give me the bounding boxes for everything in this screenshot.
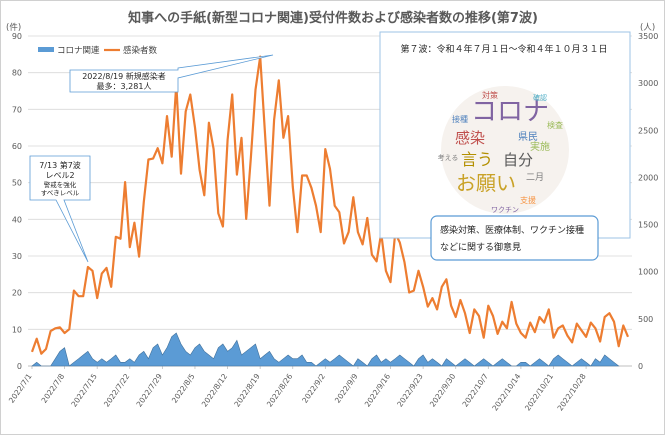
annotation-peak-line-2: 最多：3,281人: [97, 81, 152, 91]
y-left-tick-label: 60: [12, 142, 22, 151]
y-left-tick-label: 10: [12, 325, 22, 334]
word-kangaeru: 考える: [438, 154, 459, 162]
word-nigatsu: 二月: [526, 172, 544, 183]
annotation-wave7-line-3: 警戒を強化: [44, 180, 77, 189]
y-left-tick-label: 90: [12, 32, 22, 41]
wordcloud-caption: 感染対策、医療体制、ワクチン接種 などに関する御意見: [430, 215, 599, 261]
word-onegai: お願い: [456, 171, 516, 195]
y-left-unit: (件): [6, 22, 21, 33]
y-right-unit: (人): [640, 23, 655, 33]
legend: コロナ関連 感染者数: [38, 45, 158, 56]
word-kenmin: 県民: [518, 131, 538, 143]
annotation-peak-line-1: 2022/8/19 新規感染者: [82, 71, 166, 81]
y-right-tick-label: 500: [638, 315, 653, 324]
y-left-tick-label: 70: [12, 105, 22, 114]
y-right-tick-label: 2000: [638, 173, 658, 182]
word-iu: 言う: [461, 150, 493, 169]
word-sesshu: 接種: [452, 114, 468, 124]
y-left-tick-labels: 0 10 20 30 40 50 60 70 80 90: [12, 32, 22, 371]
legend-swatch-corona: [38, 47, 54, 52]
y-right-tick-label: 1000: [638, 268, 658, 277]
word-vaccine: ワクチン: [491, 206, 519, 214]
y-left-tick-label: 20: [12, 289, 22, 298]
series-corona-area: [31, 332, 620, 367]
word-jibun: 自分: [503, 151, 533, 169]
y-right-tick-label: 3500: [638, 32, 658, 41]
y-left-tick-label: 50: [12, 179, 22, 188]
word-kakunin: 確認: [533, 93, 547, 102]
annotation-wave7-line-2: レベル2: [45, 171, 74, 180]
wordcloud-caption-line-1: 感染対策、医療体制、ワクチン接種: [440, 224, 584, 236]
word-jisshi: 実施: [530, 140, 550, 153]
word-shien: 支援: [520, 195, 536, 205]
chart-title: 知事への手紙(新型コロナ関連)受付件数および感染者数の推移(第7波): [128, 10, 538, 26]
annotation-wave7-line-1: 7/13 第7波: [39, 160, 81, 170]
word-taisaku: 対策: [482, 90, 498, 100]
y-right-tick-label: 1500: [638, 221, 658, 230]
annotation-peak: 2022/8/19 新規感染者 最多：3,281人: [69, 54, 274, 93]
legend-label-cases: 感染者数: [123, 45, 158, 56]
y-right-tick-label: 3000: [638, 79, 658, 88]
y-right-tick-labels: 0 500 1000 1500 2000 2500 3000 3500: [638, 32, 658, 371]
wordcloud-blob: [441, 86, 569, 214]
y-left-tick-label: 30: [12, 252, 22, 261]
annotation-wave7-line-4: すべきレベル: [41, 189, 80, 197]
wordcloud-caption-line-2: などに関する御意見: [440, 241, 521, 253]
y-right-tick-label: 0: [638, 362, 643, 371]
series-cases-line: [30, 55, 630, 355]
word-kensa: 検査: [547, 120, 563, 130]
legend-label-corona: コロナ関連: [57, 45, 100, 56]
wordcloud-inset: 第７波：令和４年７月１日～令和４年１０月３１日 コロナ お願い 感染 言う 自分…: [379, 31, 631, 239]
annotation-wave7: 7/13 第7波 レベル2 警戒を強化 すべきレベル: [29, 155, 91, 263]
word-corona: コロナ: [471, 97, 549, 127]
y-left-tick-label: 0: [17, 362, 22, 371]
y-left-tick-label: 80: [12, 69, 22, 78]
y-left-tick-label: 40: [12, 215, 22, 224]
word-kansen: 感染: [455, 129, 485, 147]
wordcloud-caption-box: [430, 215, 599, 261]
y-right-tick-label: 2500: [638, 126, 658, 135]
wordcloud-period: 第７波：令和４年７月１日～令和４年１０月３１日: [400, 43, 607, 55]
